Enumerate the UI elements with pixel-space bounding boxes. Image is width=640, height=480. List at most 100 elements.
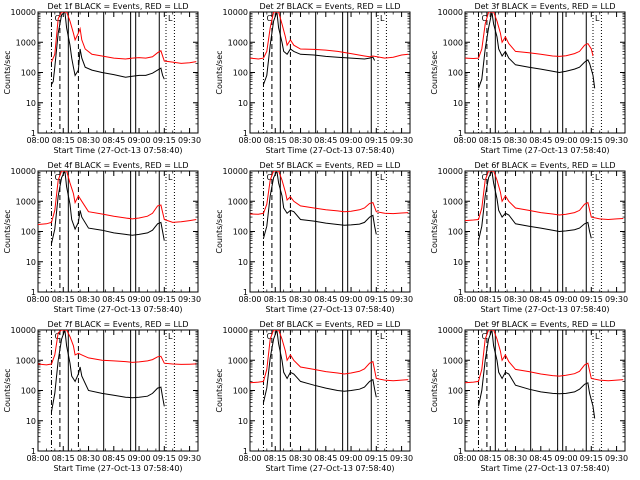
x-tick-label: 08:00: [26, 295, 49, 304]
x-tick-label: 09:30: [390, 295, 413, 304]
x-tick-label: 08:30: [77, 136, 100, 145]
y-tick-label: 1: [458, 447, 463, 456]
x-tick-label: 09:30: [390, 454, 413, 463]
x-tick-label: 08:30: [504, 136, 527, 145]
y-tick-label: 1: [31, 129, 36, 138]
y-axis-label: Counts/sec: [3, 209, 12, 253]
series-line-red: [250, 330, 409, 384]
x-tick-label: 08:15: [264, 454, 287, 463]
x-axis-label: Start Time (27-Oct-13 07:58:40): [53, 305, 182, 314]
x-tick-label: 09:00: [128, 295, 151, 304]
y-tick-label: 100: [448, 69, 463, 78]
detector-panel-2: Det 2f BLACK = Events, RED = LLD 1 10 100 10…: [215, 2, 413, 155]
y-tick-label: 10000: [11, 8, 36, 17]
y-tick-label: 1000: [16, 356, 36, 365]
y-tick-label: 10: [238, 99, 248, 108]
chart-title: Det 4f BLACK = Events, RED = LLD: [47, 161, 188, 170]
x-tick-label: 08:00: [453, 136, 476, 145]
series-line-red: [38, 171, 197, 225]
x-tick-label: 09:30: [605, 454, 628, 463]
series-line-black: [478, 12, 596, 89]
x-tick-label: 09:30: [605, 295, 628, 304]
x-tick-label: 08:30: [77, 454, 100, 463]
x-tick-label: 08:15: [479, 136, 502, 145]
detector-panel-7: Det 7f BLACK = Events, RED = LLD 1 10 100 10…: [3, 320, 201, 473]
y-tick-label: 10: [26, 99, 36, 108]
series-line-black: [51, 171, 165, 244]
x-tick-label: 09:00: [555, 295, 578, 304]
x-tick-label: 09:00: [340, 454, 363, 463]
series-line-red: [465, 330, 624, 384]
y-axis-label: Counts/sec: [3, 368, 12, 412]
y-tick-label: 100: [448, 228, 463, 237]
series-line-red: [51, 12, 197, 64]
marker-c: C: [481, 14, 487, 23]
marker-c: C: [481, 332, 487, 341]
x-tick-label: 08:45: [529, 454, 552, 463]
y-axis-label: Counts/sec: [430, 50, 439, 94]
x-tick-label: 08:45: [102, 295, 125, 304]
x-tick-label: 09:30: [390, 136, 413, 145]
x-axis-label: Start Time (27-Oct-13 07:58:40): [480, 464, 609, 473]
marker-l: L: [168, 332, 173, 341]
series-line-black: [263, 330, 377, 403]
x-tick-label: 09:00: [128, 454, 151, 463]
y-tick-label: 100: [21, 228, 36, 237]
y-tick-label: 10: [26, 258, 36, 267]
detector-panel-9: Det 9f BLACK = Events, RED = LLD 1 10 100 10…: [430, 320, 628, 473]
series-line-red: [465, 12, 594, 60]
marker-c: C: [266, 14, 272, 23]
y-tick-label: 1000: [228, 38, 248, 47]
series-line-red: [250, 12, 409, 60]
y-tick-label: 10000: [438, 167, 463, 176]
y-tick-label: 10: [238, 258, 248, 267]
x-tick-label: 09:30: [605, 136, 628, 145]
x-tick-label: 08:00: [238, 454, 261, 463]
x-tick-label: 09:15: [365, 295, 388, 304]
x-tick-label: 08:30: [77, 295, 100, 304]
x-tick-label: 08:30: [289, 295, 312, 304]
y-tick-label: 100: [233, 387, 248, 396]
marker-c: C: [54, 173, 60, 182]
x-axis-label: Start Time (27-Oct-13 07:58:40): [480, 305, 609, 314]
x-tick-label: 09:00: [340, 295, 363, 304]
x-tick-label: 09:00: [128, 136, 151, 145]
y-tick-label: 1000: [16, 197, 36, 206]
marker-l: L: [595, 332, 600, 341]
y-tick-label: 1000: [228, 356, 248, 365]
x-tick-label: 09:15: [153, 295, 176, 304]
y-tick-label: 10: [453, 417, 463, 426]
x-tick-label: 09:15: [580, 136, 603, 145]
x-tick-label: 08:15: [52, 136, 75, 145]
detector-panel-5: Det 5f BLACK = Events, RED = LLD 1 10 100 10…: [215, 161, 413, 314]
x-axis-label: Start Time (27-Oct-13 07:58:40): [265, 146, 394, 155]
y-tick-label: 100: [448, 387, 463, 396]
y-tick-label: 10: [238, 417, 248, 426]
detector-panel-4: Det 4f BLACK = Events, RED = LLD 1 10 100 10…: [3, 161, 201, 314]
x-axis-label: Start Time (27-Oct-13 07:58:40): [265, 305, 394, 314]
x-tick-label: 08:45: [314, 295, 337, 304]
y-tick-label: 10000: [11, 167, 36, 176]
marker-l: L: [595, 14, 600, 23]
y-axis-label: Counts/sec: [215, 209, 224, 253]
marker-l: L: [380, 173, 385, 182]
x-tick-label: 08:15: [52, 295, 75, 304]
x-tick-label: 08:45: [314, 454, 337, 463]
chart-title: Det 6f BLACK = Events, RED = LLD: [474, 161, 615, 170]
marker-c: C: [54, 14, 60, 23]
x-tick-label: 08:45: [102, 136, 125, 145]
x-tick-label: 08:30: [504, 454, 527, 463]
x-axis-label: Start Time (27-Oct-13 07:58:40): [53, 464, 182, 473]
chart-title: Det 7f BLACK = Events, RED = LLD: [47, 320, 188, 329]
y-tick-label: 1: [458, 288, 463, 297]
marker-l: L: [168, 173, 173, 182]
x-tick-label: 08:00: [26, 454, 49, 463]
y-tick-label: 1000: [443, 356, 463, 365]
y-tick-label: 1000: [443, 38, 463, 47]
y-tick-label: 1: [31, 288, 36, 297]
detector-panel-6: Det 6f BLACK = Events, RED = LLD 1 10 100 10…: [430, 161, 628, 314]
series-line-black: [51, 330, 165, 412]
x-tick-label: 08:45: [102, 454, 125, 463]
y-tick-label: 1: [243, 447, 248, 456]
